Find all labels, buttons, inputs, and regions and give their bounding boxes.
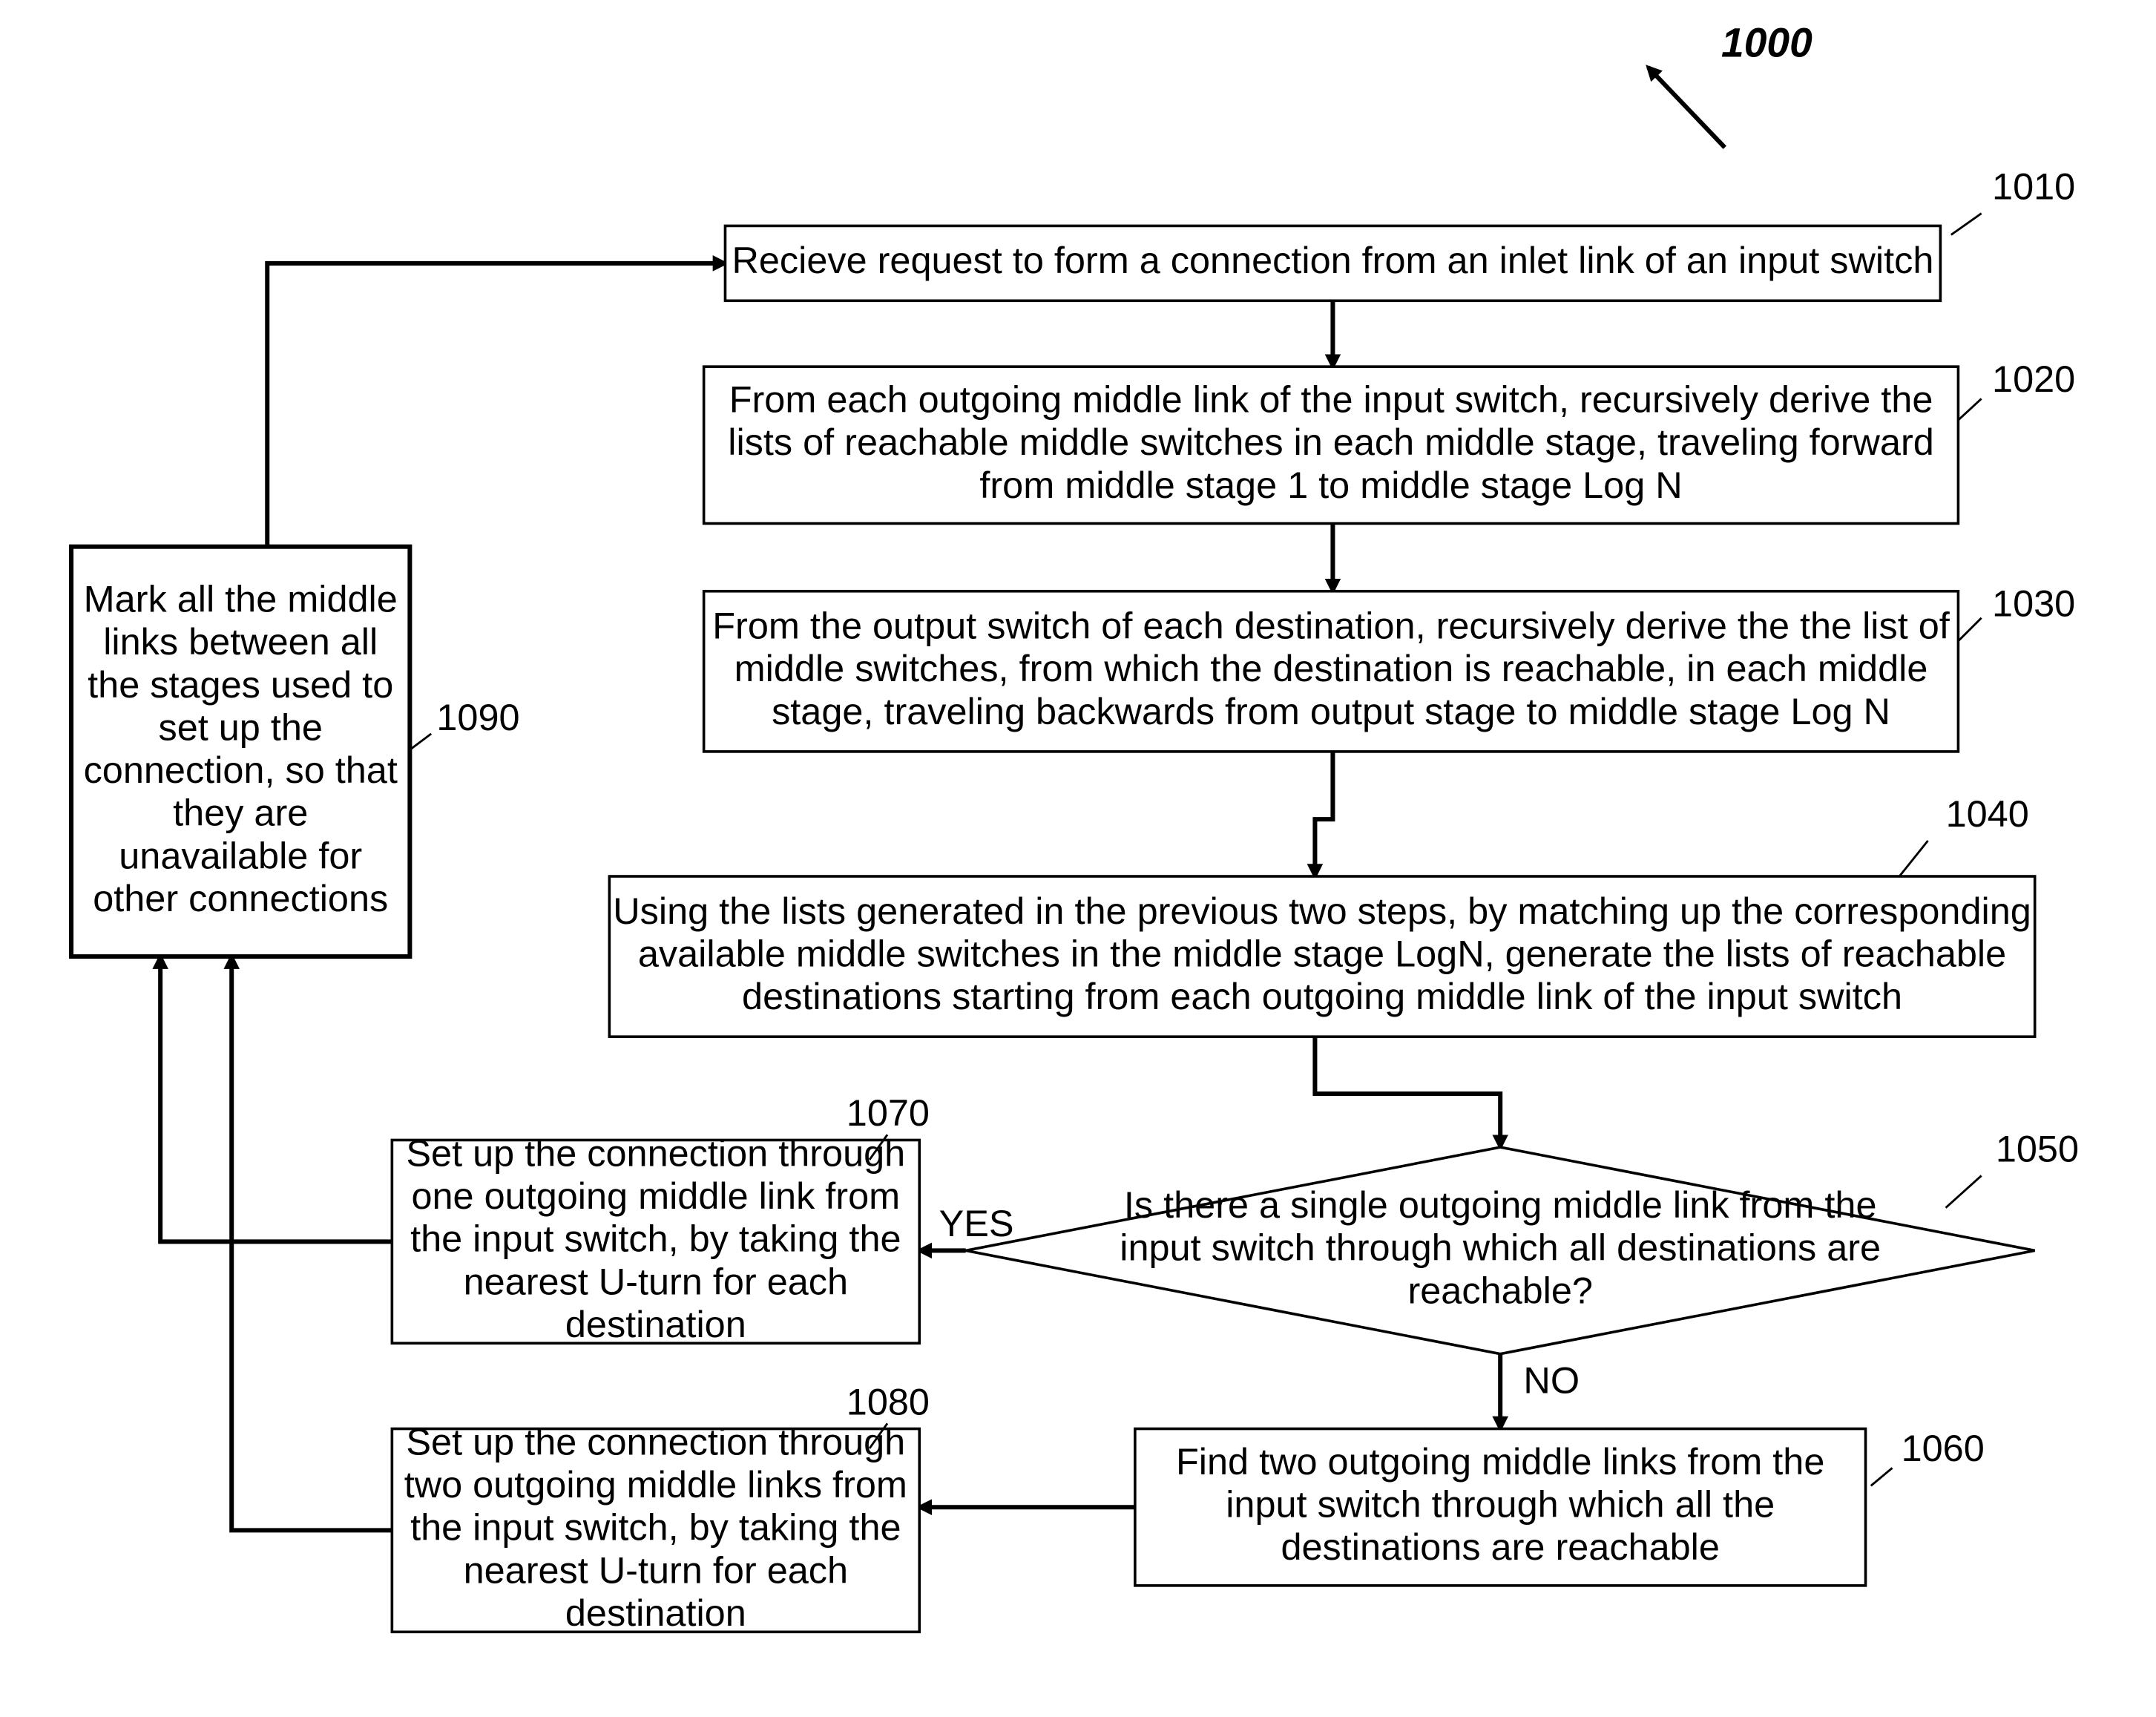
edge-n1090-n1010 bbox=[267, 263, 725, 547]
node-text-1020-line-2: from middle stage 1 to middle stage Log … bbox=[979, 464, 1682, 506]
node-text-1070-line-3: nearest U-turn for each bbox=[464, 1260, 848, 1302]
node-text-1040-line-0: Using the lists generated in the previou… bbox=[613, 890, 2031, 932]
node-text-1070-line-1: one outgoing middle link from bbox=[411, 1175, 900, 1217]
id-label-1060: 1060 bbox=[1902, 1427, 1985, 1469]
id-lead-1010 bbox=[1951, 214, 1982, 235]
node-text-1090-line-4: connection, so that bbox=[84, 749, 398, 791]
node-text-1020-line-0: From each outgoing middle link of the in… bbox=[729, 378, 1933, 421]
node-text-1090-line-2: the stages used to bbox=[88, 663, 393, 706]
edge-n1040-n1050 bbox=[1315, 1037, 1500, 1147]
node-text-1080-line-4: destination bbox=[565, 1592, 746, 1634]
node-text-1090-line-7: other connections bbox=[93, 877, 388, 919]
id-lead-1060 bbox=[1871, 1468, 1893, 1485]
id-label-1050: 1050 bbox=[1996, 1127, 2079, 1169]
node-text-1040-line-1: available middle switches in the middle … bbox=[638, 932, 2006, 974]
node-text-1050-line-2: reachable? bbox=[1407, 1269, 1593, 1311]
edge-label: YES bbox=[939, 1202, 1014, 1244]
edge-n1030-n1040 bbox=[1315, 752, 1332, 876]
id-lead-1040 bbox=[1899, 841, 1927, 876]
flowchart: 1000 YES NO Recieve request to form a conne… bbox=[0, 0, 2156, 1717]
node-text-1040-line-2: destinations starting from each outgoing… bbox=[742, 975, 1902, 1017]
id-lead-1050 bbox=[1946, 1175, 1982, 1207]
node-text-1010-line-0: Recieve request to form a connection fro… bbox=[732, 239, 1933, 281]
id-label-1020: 1020 bbox=[1992, 358, 2075, 400]
node-text-1090-line-0: Mark all the middle bbox=[84, 577, 398, 620]
node-text-1060-line-2: destinations are reachable bbox=[1281, 1526, 1719, 1568]
id-lead-1030 bbox=[1958, 618, 1981, 641]
node-text-1090-line-1: links between all bbox=[103, 620, 378, 663]
node-text-1030-line-2: stage, traveling backwards from output s… bbox=[772, 690, 1890, 732]
node-text-1030-line-0: From the output switch of each destinati… bbox=[712, 605, 1950, 647]
node-text-1090-line-5: they are bbox=[173, 792, 308, 834]
node-text-1080-line-2: the input switch, by taking the bbox=[410, 1506, 901, 1549]
node-text-1080-line-1: two outgoing middle links from bbox=[404, 1463, 907, 1506]
node-text-1050-line-1: input switch through which all destinati… bbox=[1120, 1227, 1881, 1269]
node-text-1070-line-2: the input switch, by taking the bbox=[410, 1218, 901, 1260]
node-text-1020-line-1: lists of reachable middle switches in ea… bbox=[728, 421, 1934, 463]
edge-label: NO bbox=[1523, 1359, 1580, 1401]
id-label-1010: 1010 bbox=[1992, 165, 2075, 207]
node-text-1060-line-1: input switch through which all the bbox=[1226, 1483, 1775, 1526]
node-text-1090-line-3: set up the bbox=[158, 706, 322, 748]
title-arrow bbox=[1649, 68, 1725, 148]
node-text-1030-line-1: middle switches, from which the destinat… bbox=[734, 647, 1928, 689]
node-text-1080-line-0: Set up the connection through bbox=[406, 1420, 905, 1462]
id-lead-1090 bbox=[410, 734, 431, 750]
node-text-1090-line-6: unavailable for bbox=[119, 834, 362, 876]
node-text-1050-line-0: Is there a single outgoing middle link f… bbox=[1124, 1183, 1877, 1226]
diagram-title: 1000 bbox=[1721, 19, 1812, 65]
id-label-1040: 1040 bbox=[1946, 792, 2029, 835]
node-text-1060-line-0: Find two outgoing middle links from the bbox=[1176, 1440, 1824, 1483]
id-lead-1020 bbox=[1958, 398, 1981, 420]
edge-n1070-n1090 bbox=[160, 956, 392, 1241]
node-text-1070-line-0: Set up the connection through bbox=[406, 1132, 905, 1174]
node-text-1070-line-4: destination bbox=[565, 1303, 746, 1345]
id-label-1090: 1090 bbox=[436, 696, 519, 738]
id-label-1080: 1080 bbox=[847, 1380, 930, 1422]
id-label-1070: 1070 bbox=[847, 1091, 930, 1134]
node-text-1080-line-3: nearest U-turn for each bbox=[464, 1549, 848, 1591]
id-label-1030: 1030 bbox=[1992, 582, 2075, 624]
